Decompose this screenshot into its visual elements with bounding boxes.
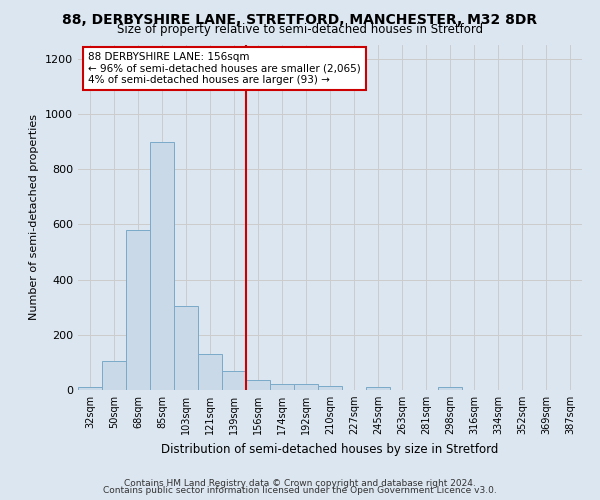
Bar [318,386,342,390]
Bar [78,387,102,390]
Bar [222,370,246,390]
Bar [102,361,126,390]
Bar [126,230,150,390]
Text: 88 DERBYSHIRE LANE: 156sqm
← 96% of semi-detached houses are smaller (2,065)
4% : 88 DERBYSHIRE LANE: 156sqm ← 96% of semi… [88,52,361,85]
Y-axis label: Number of semi-detached properties: Number of semi-detached properties [29,114,40,320]
Bar [366,386,390,390]
Text: Contains HM Land Registry data © Crown copyright and database right 2024.: Contains HM Land Registry data © Crown c… [124,478,476,488]
Bar [294,384,318,390]
Text: Size of property relative to semi-detached houses in Stretford: Size of property relative to semi-detach… [117,22,483,36]
Bar [270,384,294,390]
X-axis label: Distribution of semi-detached houses by size in Stretford: Distribution of semi-detached houses by … [161,442,499,456]
Bar [174,306,198,390]
Bar [198,354,222,390]
Bar [246,380,270,390]
Bar [150,142,174,390]
Text: Contains public sector information licensed under the Open Government Licence v3: Contains public sector information licen… [103,486,497,495]
Bar [438,387,462,390]
Text: 88, DERBYSHIRE LANE, STRETFORD, MANCHESTER, M32 8DR: 88, DERBYSHIRE LANE, STRETFORD, MANCHEST… [62,12,538,26]
